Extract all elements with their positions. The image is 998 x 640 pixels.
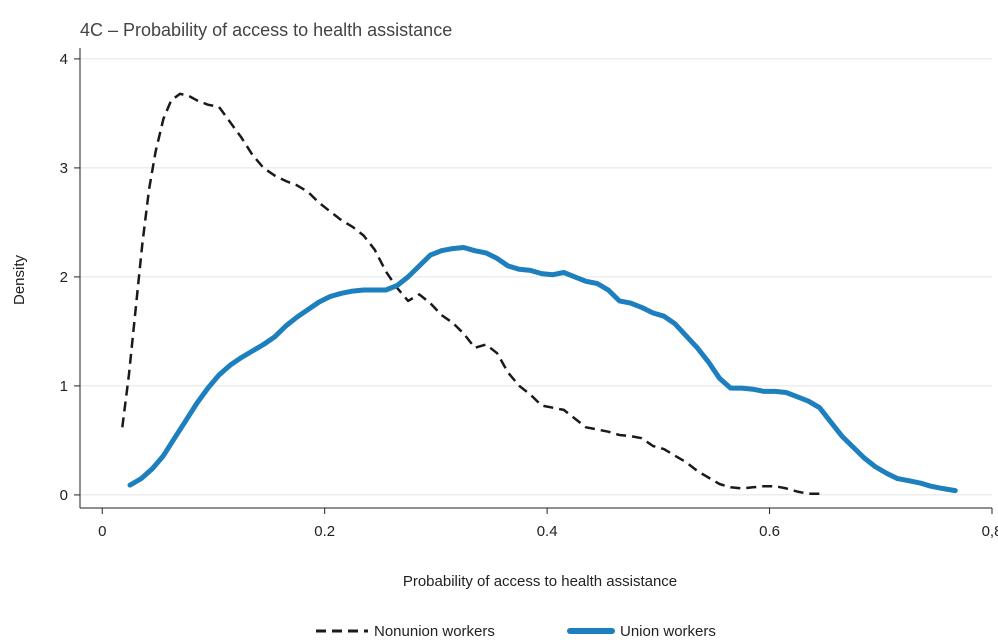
grid-layer bbox=[80, 58, 992, 496]
axes-layer bbox=[79, 48, 992, 509]
y-tick-label: 4 bbox=[60, 51, 68, 68]
legend-label-union: Union workers bbox=[620, 623, 716, 640]
y-tick-label: 2 bbox=[60, 269, 68, 286]
y-tick-label: 3 bbox=[60, 160, 68, 177]
x-axis-label: Probability of access to health assistan… bbox=[403, 573, 677, 590]
ticks-layer: 0 1 2 3 4 0 0.2 0.4 0.6 0,8 bbox=[60, 51, 998, 540]
series-line-union bbox=[127, 245, 958, 494]
y-tick-label: 0 bbox=[60, 487, 68, 504]
x-tick-label: 0,8 bbox=[982, 523, 998, 540]
x-tick-label: 0.4 bbox=[537, 523, 558, 540]
x-tick-label: 0.6 bbox=[759, 523, 780, 540]
series-layer bbox=[121, 92, 958, 496]
legend: Nonunion workers Union workers bbox=[316, 623, 716, 640]
chart-title: 4C – Probability of access to health ass… bbox=[80, 20, 452, 40]
x-tick-label: 0.2 bbox=[314, 523, 335, 540]
x-tick-label: 0 bbox=[98, 523, 106, 540]
legend-label-nonunion: Nonunion workers bbox=[374, 623, 495, 640]
y-tick-label: 1 bbox=[60, 378, 68, 395]
series-line-nonunion bbox=[121, 92, 820, 496]
y-axis-label: Density bbox=[11, 254, 28, 305]
